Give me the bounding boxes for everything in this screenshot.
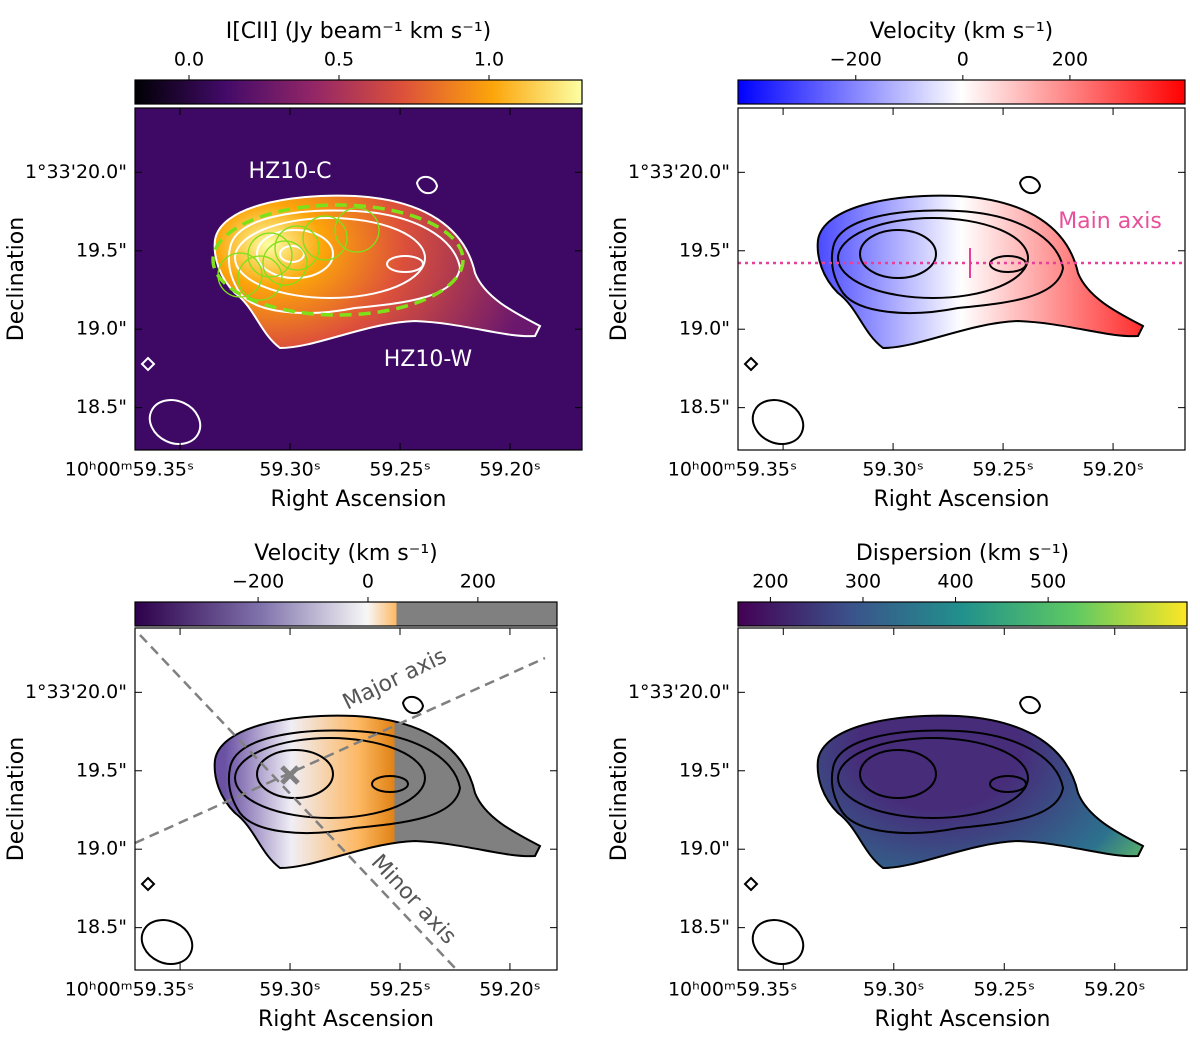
y-tick-label: 19.0" [679,318,730,340]
y-tick-label: 1°33'20.0" [25,161,127,183]
y-tick-label: 18.5" [679,916,730,938]
colorbar-tick-label: 0 [362,571,374,593]
y-tick-label: 19.5" [679,239,730,261]
x-tick-label: 59.25ˢ [369,979,430,1001]
y-tick-label: 19.0" [679,838,730,860]
plot-frame [737,627,1188,971]
colorbar [737,79,1186,105]
y-tick-label: 19.0" [76,838,127,860]
colorbar-label: I[CII] (Jy beam⁻¹ km s⁻¹) [226,19,492,44]
x-tick-label: 10ʰ00ᵐ59.35ˢ [668,459,797,481]
x-tick-label: 59.30ˢ [862,459,923,481]
plot-frame [134,107,583,451]
colorbar-tick-label: 500 [1030,571,1066,593]
colorbar-tick-label: 0.0 [174,49,204,71]
x-tick-label: 59.30ˢ [259,459,320,481]
x-tick-label: 59.25ˢ [972,459,1033,481]
x-tick-label: 59.20ˢ [479,979,540,1001]
x-tick-label: 10ʰ00ᵐ59.35ˢ [65,459,194,481]
colorbar [737,601,1188,627]
plot-frame [737,107,1186,451]
colorbar [134,601,558,627]
colorbar-tick-label: 200 [1052,49,1088,71]
x-tick-label: 59.30ˢ [259,979,320,1001]
x-tick-label: 59.25ˢ [369,459,430,481]
annotation: Major axis [339,644,451,716]
colorbar-tick-label: 300 [845,571,881,593]
x-tick-label: 59.20ˢ [1082,459,1143,481]
plot-frame [134,627,558,971]
annotation: HZ10-C [249,159,332,184]
colorbar-tick-label: −200 [232,571,284,593]
map-panel: Major axis Minor axis [135,634,546,969]
colorbar-tick-label: 200 [460,571,496,593]
y-tick-label: 18.5" [679,396,730,418]
y-axis-label: Declination [4,217,29,341]
y-axis-label: Declination [4,737,29,861]
y-tick-label: 19.0" [76,318,127,340]
y-tick-label: 19.5" [76,239,127,261]
x-tick-label: 59.20ˢ [479,459,540,481]
x-tick-label: 10ʰ00ᵐ59.35ˢ [668,979,797,1001]
annotation: Minor axis [366,850,461,949]
y-tick-label: 19.5" [76,759,127,781]
y-tick-label: 1°33'20.0" [628,161,730,183]
y-tick-label: 1°33'20.0" [628,681,730,703]
x-axis-label: Right Ascension [875,1007,1051,1032]
colorbar-label: Dispersion (km s⁻¹) [856,541,1069,566]
colorbar-tick-label: 400 [937,571,973,593]
colorbar-label: Velocity (km s⁻¹) [870,19,1054,44]
annotation: Main axis [1058,209,1162,234]
colorbar-tick-label: 0.5 [324,49,354,71]
colorbar-label: Velocity (km s⁻¹) [254,541,438,566]
colorbar-tick-label: −200 [830,49,882,71]
x-tick-label: 59.25ˢ [974,979,1035,1001]
y-tick-label: 18.5" [76,916,127,938]
x-axis-label: Right Ascension [271,487,447,512]
colorbar-tick-label: 1.0 [474,49,504,71]
x-axis-label: Right Ascension [874,487,1050,512]
colorbar-tick-label: 0 [957,49,969,71]
y-tick-label: 18.5" [76,396,127,418]
map-panel: Main axis [738,175,1185,445]
map-panel [743,695,1144,965]
colorbar [134,79,583,105]
x-tick-label: 59.20ˢ [1084,979,1145,1001]
annotation: HZ10-W [384,347,473,372]
y-tick-label: 1°33'20.0" [25,681,127,703]
x-tick-label: 59.30ˢ [863,979,924,1001]
colorbar-tick-label: 200 [752,571,788,593]
y-axis-label: Declination [607,737,632,861]
map-panel: HZ10-C HZ10-W [135,108,582,450]
y-axis-label: Declination [607,217,632,341]
y-tick-label: 19.5" [679,759,730,781]
x-axis-label: Right Ascension [258,1007,434,1032]
x-tick-label: 10ʰ00ᵐ59.35ˢ [65,979,194,1001]
